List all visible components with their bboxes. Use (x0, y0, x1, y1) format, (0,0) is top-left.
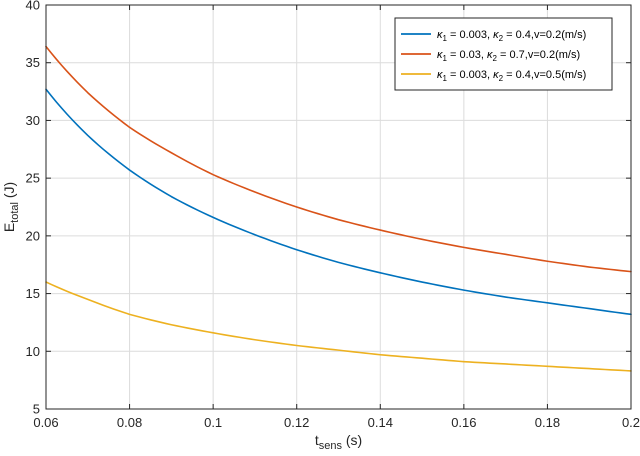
y-tick-label: 20 (26, 228, 40, 243)
y-tick-label: 30 (26, 113, 40, 128)
legend: κ1 = 0.003, κ2 = 0.4,v=0.2(m/s) κ1 = 0.03… (394, 17, 613, 91)
series-line-3 (45, 281, 632, 372)
y-tick-label: 10 (26, 344, 40, 359)
y-tick-label: 35 (26, 55, 40, 70)
x-tick-label: 0.14 (368, 415, 393, 430)
legend-label: κ1 = 0.003, κ2 = 0.4,v=0.2(m/s) (437, 29, 586, 43)
x-tick-label: 0.12 (284, 415, 309, 430)
x-axis-label: tsens (s) (315, 432, 362, 452)
legend-label: κ1 = 0.03, κ2 = 0.7,v=0.2(m/s) (437, 49, 580, 63)
y-tick-label: 5 (33, 402, 40, 417)
x-tick-label: 0.08 (117, 415, 142, 430)
series-group (45, 45, 632, 372)
y-axis-label-unit: (J) (1, 182, 17, 202)
legend-label: κ1 = 0.003, κ2 = 0.4,v=0.5(m/s) (437, 69, 586, 83)
series-line-1 (45, 88, 632, 316)
x-axis-label-unit: (s) (342, 432, 362, 448)
y-axis-ticks: 5 10 15 20 25 30 35 40 (26, 0, 631, 417)
x-tick-label: 0.18 (535, 415, 560, 430)
x-tick-label: 0.2 (622, 415, 640, 430)
y-tick-label: 25 (26, 171, 40, 186)
x-tick-label: 0.1 (204, 415, 222, 430)
series-line-2 (45, 45, 632, 273)
y-axis-label: Etotal (J) (1, 182, 21, 232)
x-axis-ticks: 0.06 0.08 0.1 0.12 0.14 0.16 0.18 0.2 (33, 5, 640, 430)
x-axis-label-main: t (315, 432, 319, 448)
y-tick-label: 15 (26, 286, 40, 301)
x-tick-label: 0.16 (451, 415, 476, 430)
x-tick-label: 0.06 (33, 415, 58, 430)
y-axis-label-sub: total (9, 202, 21, 223)
legend-box (394, 17, 613, 91)
y-tick-label: 40 (26, 0, 40, 13)
y-axis-label-main: E (1, 223, 17, 232)
x-axis-label-sub: sens (319, 440, 343, 452)
plot-frame (45, 4, 632, 410)
